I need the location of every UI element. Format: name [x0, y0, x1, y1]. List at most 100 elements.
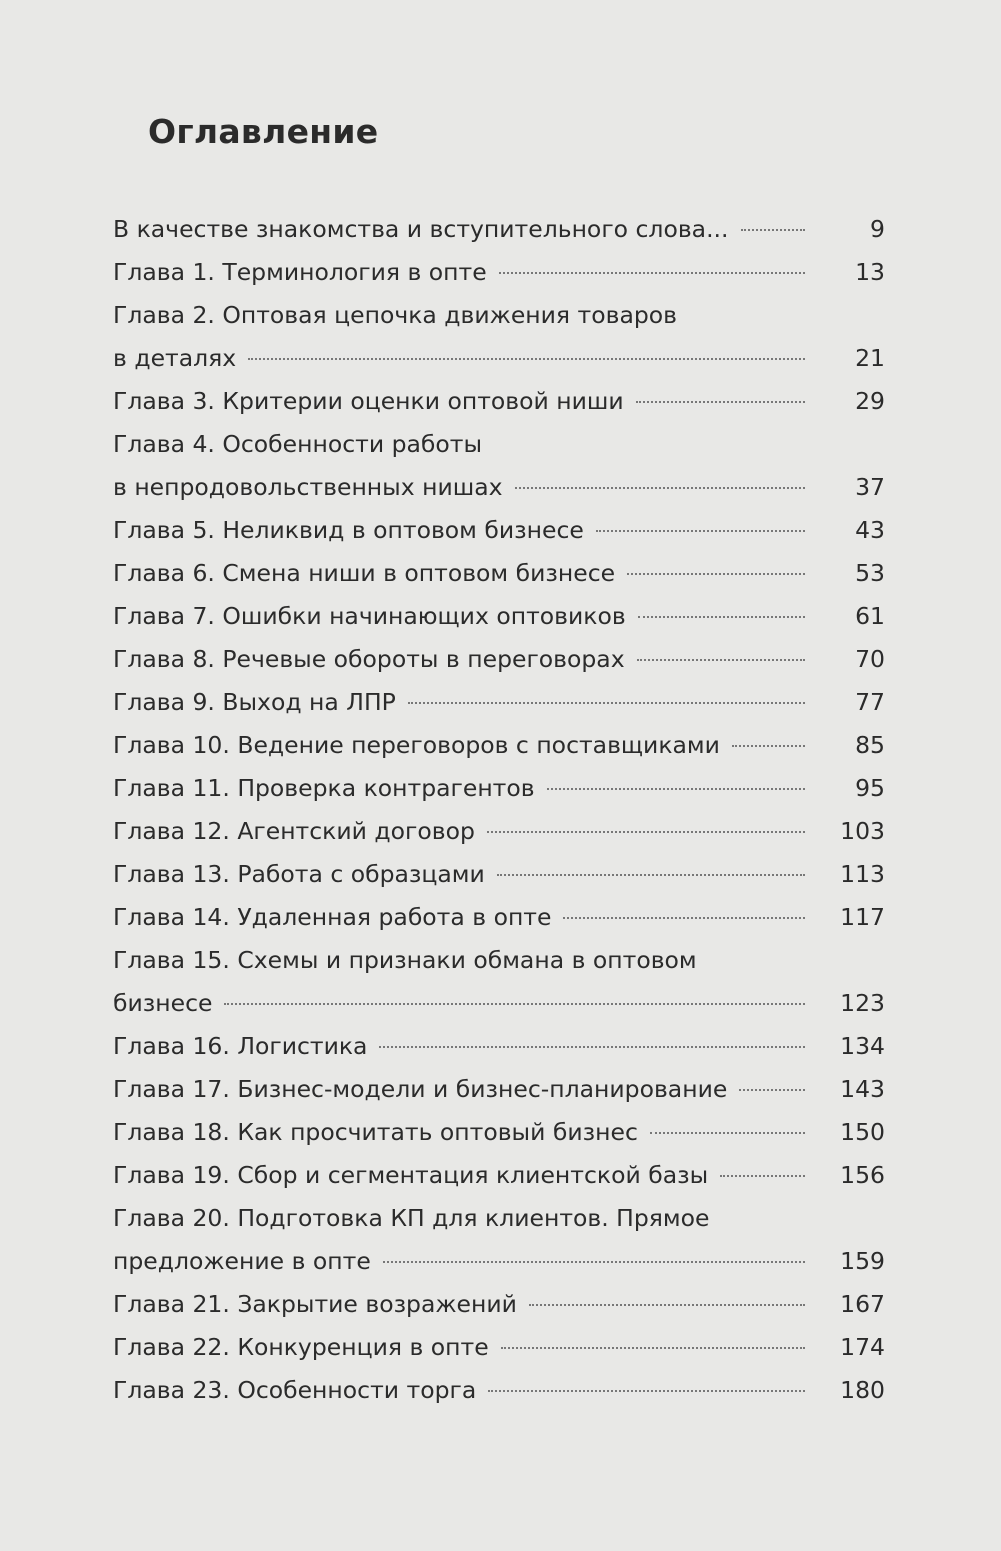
page-number: 95: [855, 774, 885, 802]
dot-leader: [500, 1347, 805, 1349]
toc-entry-title: Глава 10. Ведение переговоров с поставщи…: [113, 731, 720, 759]
toc-entry: Глава 13. Работа с образцами 113: [113, 853, 885, 896]
dot-leader: [248, 358, 805, 360]
page-number: 117: [840, 903, 885, 931]
toc-line: Глава 14. Удаленная работа в опте 117: [113, 896, 885, 939]
toc-line: в деталях 21: [113, 337, 885, 380]
page-number: 113: [840, 860, 885, 888]
dot-leader: [498, 272, 805, 274]
dot-leader: [635, 401, 805, 403]
toc-line: Глава 12. Агентский договор 103: [113, 810, 885, 853]
page-number: 180: [840, 1376, 885, 1404]
page-number: 9: [870, 215, 885, 243]
dot-leader: [486, 831, 805, 833]
toc-entry-title: Глава 2. Оптовая цепочка движения товаро…: [113, 301, 677, 329]
table-of-contents: В качестве знакомства и вступительного с…: [113, 208, 885, 1412]
dot-leader: [546, 788, 805, 790]
dot-leader: [528, 1304, 805, 1306]
toc-line: Глава 18. Как просчитать оптовый бизнес 1…: [113, 1111, 885, 1154]
toc-line: бизнесе 123: [113, 982, 885, 1025]
toc-entry-title: Глава 15. Схемы и признаки обмана в опто…: [113, 946, 697, 974]
dot-leader: [720, 1175, 805, 1177]
toc-entry: Глава 19. Сбор и сегментация клиентской …: [113, 1154, 885, 1197]
dot-leader: [595, 530, 805, 532]
dot-leader: [563, 917, 805, 919]
toc-entry: Глава 6. Смена ниши в оптовом бизнесе 53: [113, 552, 885, 595]
toc-entry: В качестве знакомства и вступительного с…: [113, 208, 885, 251]
toc-entry-title: Глава 11. Проверка контрагентов: [113, 774, 535, 802]
page-number: 21: [855, 344, 885, 372]
toc-line: Глава 17. Бизнес-модели и бизнес-планиро…: [113, 1068, 885, 1111]
toc-line: Глава 15. Схемы и признаки обмана в опто…: [113, 939, 885, 982]
toc-entry-title: Глава 16. Логистика: [113, 1032, 368, 1060]
toc-entry-title: предложение в опте: [113, 1247, 371, 1275]
page-number: 13: [855, 258, 885, 286]
toc-entry: Глава 18. Как просчитать оптовый бизнес 1…: [113, 1111, 885, 1154]
toc-entry-title: в непродовольственных нишах: [113, 473, 503, 501]
toc-entry-title: Глава 6. Смена ниши в оптовом бизнесе: [113, 559, 616, 587]
toc-entry-title: Глава 8. Речевые обороты в переговорах: [113, 645, 625, 673]
toc-entry: Глава 15. Схемы и признаки обмана в опто…: [113, 939, 885, 1025]
toc-entry-title: Глава 19. Сбор и сегментация клиентской …: [113, 1161, 709, 1189]
toc-line: Глава 21. Закрытие возражений 167: [113, 1283, 885, 1326]
toc-entry-title: Глава 13. Работа с образцами: [113, 860, 485, 888]
dot-leader: [407, 702, 805, 704]
toc-entry-title: Глава 12. Агентский договор: [113, 817, 475, 845]
toc-line: Глава 4. Особенности работы: [113, 423, 885, 466]
toc-line: Глава 5. Неликвид в оптовом бизнесе 43: [113, 509, 885, 552]
toc-entry-title: Глава 9. Выход на ЛПР: [113, 688, 396, 716]
toc-entry: Глава 3. Критерии оценки оптовой ниши 29: [113, 380, 885, 423]
toc-entry: Глава 1. Терминология в опте 13: [113, 251, 885, 294]
toc-entry: Глава 14. Удаленная работа в опте 117: [113, 896, 885, 939]
page-number: 61: [855, 602, 885, 630]
toc-line: В качестве знакомства и вступительного с…: [113, 208, 885, 251]
toc-entry: Глава 11. Проверка контрагентов 95: [113, 767, 885, 810]
toc-entry: Глава 20. Подготовка КП для клиентов. Пр…: [113, 1197, 885, 1283]
toc-entry-title: Глава 5. Неликвид в оптовом бизнесе: [113, 516, 584, 544]
page-number: 134: [840, 1032, 885, 1060]
toc-entry: Глава 23. Особенности торга 180: [113, 1369, 885, 1412]
toc-entry: Глава 16. Логистика 134: [113, 1025, 885, 1068]
dot-leader: [496, 874, 805, 876]
dot-leader: [514, 487, 805, 489]
toc-entry: Глава 10. Ведение переговоров с поставщи…: [113, 724, 885, 767]
toc-entry: Глава 22. Конкуренция в опте 174: [113, 1326, 885, 1369]
page-number: 85: [855, 731, 885, 759]
toc-entry-title: Глава 3. Критерии оценки оптовой ниши: [113, 387, 624, 415]
toc-line: Глава 8. Речевые обороты в переговорах 70: [113, 638, 885, 681]
toc-line: Глава 9. Выход на ЛПР 77: [113, 681, 885, 724]
toc-entry: Глава 12. Агентский договор 103: [113, 810, 885, 853]
dot-leader: [627, 573, 805, 575]
dot-leader: [636, 659, 805, 661]
page-number: 156: [840, 1161, 885, 1189]
toc-entry: Глава 21. Закрытие возражений 167: [113, 1283, 885, 1326]
dot-leader: [382, 1261, 805, 1263]
toc-entry: Глава 5. Неликвид в оптовом бизнесе 43: [113, 509, 885, 552]
page-number: 29: [855, 387, 885, 415]
dot-leader: [379, 1046, 805, 1048]
page-number: 150: [840, 1118, 885, 1146]
toc-entry: Глава 8. Речевые обороты в переговорах 70: [113, 638, 885, 681]
toc-entry-title: Глава 23. Особенности торга: [113, 1376, 477, 1404]
page-number: 103: [840, 817, 885, 845]
toc-line: Глава 6. Смена ниши в оптовом бизнесе 53: [113, 552, 885, 595]
toc-line: Глава 2. Оптовая цепочка движения товаро…: [113, 294, 885, 337]
page-number: 43: [855, 516, 885, 544]
dot-leader: [739, 1089, 805, 1091]
dot-leader: [740, 229, 805, 231]
toc-entry: Глава 17. Бизнес-модели и бизнес-планиро…: [113, 1068, 885, 1111]
dot-leader: [488, 1390, 805, 1392]
toc-line: Глава 10. Ведение переговоров с поставщи…: [113, 724, 885, 767]
toc-entry-title: Глава 20. Подготовка КП для клиентов. Пр…: [113, 1204, 710, 1232]
toc-line: Глава 19. Сбор и сегментация клиентской …: [113, 1154, 885, 1197]
toc-line: в непродовольственных нишах 37: [113, 466, 885, 509]
toc-entry-title: Глава 1. Терминология в опте: [113, 258, 487, 286]
page-number: 143: [840, 1075, 885, 1103]
toc-entry-title: в деталях: [113, 344, 237, 372]
toc-line: Глава 16. Логистика 134: [113, 1025, 885, 1068]
toc-entry-title: Глава 21. Закрытие возражений: [113, 1290, 517, 1318]
toc-entry-title: В качестве знакомства и вступительного с…: [113, 215, 729, 243]
toc-line: Глава 11. Проверка контрагентов 95: [113, 767, 885, 810]
toc-entry-title: Глава 7. Ошибки начинающих оптовиков: [113, 602, 626, 630]
page-number: 159: [840, 1247, 885, 1275]
